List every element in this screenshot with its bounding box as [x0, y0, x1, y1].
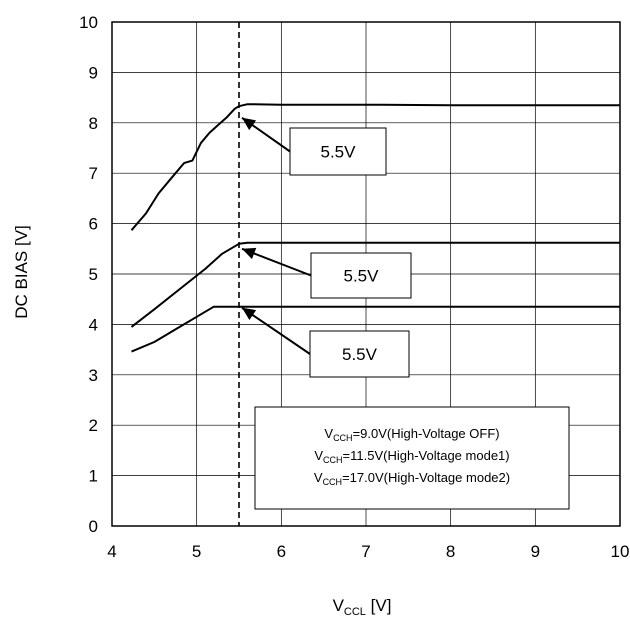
- annotation-arrowhead-1: [242, 117, 257, 131]
- y-axis-label: DC BIAS [V]: [12, 225, 31, 319]
- y-tick-labels: 0 1 2 3 4 5 6 7 8 9 10: [79, 13, 98, 536]
- annotation-box-3: [309, 330, 410, 378]
- legend-line-3: VCCH=17.0V(High-Voltage mode2): [314, 470, 510, 487]
- annotation-2: 5.5V: [241, 247, 412, 299]
- y-tick-label-9: 9: [89, 63, 98, 82]
- annotation-arrowhead-2: [242, 247, 257, 260]
- y-tick-label-3: 3: [89, 366, 98, 385]
- annotations-group: 5.5V 5.5V 5.5V: [241, 116, 412, 378]
- series-line-2: [130, 241, 620, 328]
- series-line-3: [131, 305, 620, 353]
- annotation-3: 5.5V: [241, 306, 410, 378]
- legend-line-3-prefix: V: [314, 470, 323, 485]
- y-tick-label-4: 4: [89, 315, 98, 334]
- legend-line-1-sub: CCH: [333, 433, 353, 443]
- legend-box: VCCH=9.0V(High-Voltage OFF) VCCH=11.5V(H…: [254, 406, 570, 510]
- legend-line-2: VCCH=11.5V(High-Voltage mode1): [314, 448, 509, 465]
- y-tick-label-7: 7: [89, 164, 98, 183]
- annotation-1: 5.5V: [241, 116, 387, 176]
- annotation-label-2: 5.5V: [344, 267, 380, 286]
- x-tick-label-3: 7: [361, 542, 370, 561]
- x-axis-label-main: V: [333, 596, 345, 615]
- x-axis-label-unit: [V]: [366, 596, 392, 615]
- x-tick-label-4: 8: [446, 542, 455, 561]
- legend-line-1: VCCH=9.0V(High-Voltage OFF): [324, 426, 499, 443]
- x-tick-labels: 4 5 6 7 8 9 10: [107, 542, 629, 561]
- y-tick-label-1: 1: [89, 467, 98, 486]
- x-tick-label-0: 4: [107, 542, 116, 561]
- legend-line-2-text: =11.5V(High-Voltage mode1): [343, 448, 510, 463]
- legend-frame: [254, 406, 570, 510]
- y-tick-label-0: 0: [89, 517, 98, 536]
- annotation-box-2: [310, 252, 412, 299]
- series-line-1: [130, 103, 620, 231]
- legend-line-2-prefix: V: [314, 448, 323, 463]
- legend-line-2-sub: CCH: [323, 455, 343, 465]
- annotation-box-1: [289, 127, 387, 176]
- y-tick-label-6: 6: [89, 215, 98, 234]
- y-tick-label-5: 5: [89, 265, 98, 284]
- legend-line-3-text: =17.0V(High-Voltage mode2): [342, 470, 510, 485]
- x-axis-label-sub: CCL: [344, 606, 366, 618]
- y-tick-label-2: 2: [89, 416, 98, 435]
- legend-line-1-text: =9.0V(High-Voltage OFF): [353, 426, 500, 441]
- legend-line-1-prefix: V: [324, 426, 333, 441]
- x-tick-label-6: 10: [611, 542, 630, 561]
- annotation-label-1: 5.5V: [321, 143, 357, 162]
- y-tick-label-10: 10: [79, 13, 98, 32]
- annotation-arrow-line-3: [241, 306, 311, 355]
- legend-line-3-sub: CCH: [323, 477, 343, 487]
- x-axis-label: VCCL [V]: [333, 596, 392, 618]
- annotation-arrowhead-3: [242, 307, 257, 321]
- x-tick-label-2: 6: [277, 542, 286, 561]
- x-tick-label-5: 9: [531, 542, 540, 561]
- x-tick-label-1: 5: [192, 542, 201, 561]
- series-group: [130, 103, 620, 353]
- annotation-label-3: 5.5V: [342, 345, 378, 364]
- y-tick-label-8: 8: [89, 114, 98, 133]
- plot-frame: [111, 21, 621, 527]
